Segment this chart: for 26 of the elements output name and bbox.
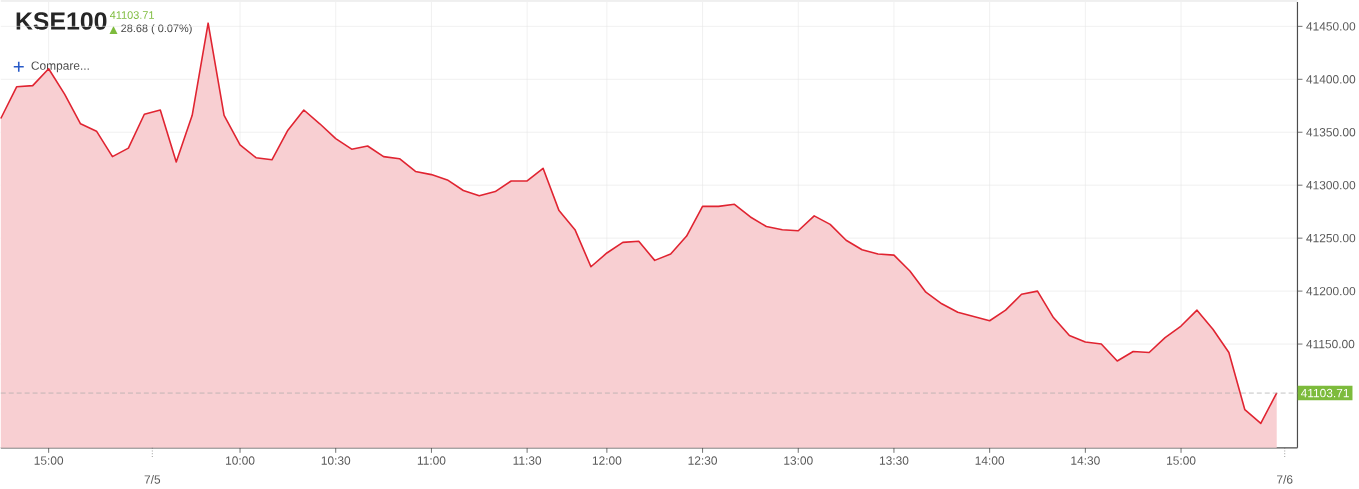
x-tick-label: 10:30 [321, 456, 351, 465]
x-tick-label: 14:00 [975, 456, 1005, 465]
y-tick-label: 41450.00 [1306, 22, 1356, 31]
x-tick-label: 11:00 [417, 456, 446, 465]
y-tick-label: 41200.00 [1306, 287, 1356, 296]
chart-title: KSE100 [16, 12, 107, 30]
x-tick-label: 10:00 [226, 456, 255, 465]
x-tick-label: 15:00 [34, 456, 64, 465]
ref-line-label: 41103.71 [1300, 388, 1349, 398]
x-tick-label: 15:00 [1167, 456, 1196, 465]
x-tick-label: 14:30 [1071, 456, 1100, 465]
x-tick-label: 12:00 [592, 456, 622, 465]
x-tick-label: 11:30 [513, 456, 542, 465]
y-tick-label: 41150.00 [1306, 339, 1355, 349]
y-tick-label: 41350.00 [1306, 128, 1356, 137]
x-tick-label: 12:30 [688, 456, 718, 465]
text: 7/5 [144, 475, 161, 484]
annotation: 28.68 ( 0.07%) [121, 24, 192, 35]
y-tick-label: 41300.00 [1306, 181, 1356, 190]
text: 7/6 [1277, 475, 1293, 484]
x-tick-label: 13:30 [879, 456, 909, 465]
x-tick-label: 13:00 [784, 456, 813, 465]
annotation: Compare... [31, 61, 89, 73]
annotation: 41103.71 [109, 11, 154, 20]
y-tick-label: 41400.00 [1306, 75, 1356, 84]
y-tick-label: 41250.00 [1306, 234, 1356, 243]
